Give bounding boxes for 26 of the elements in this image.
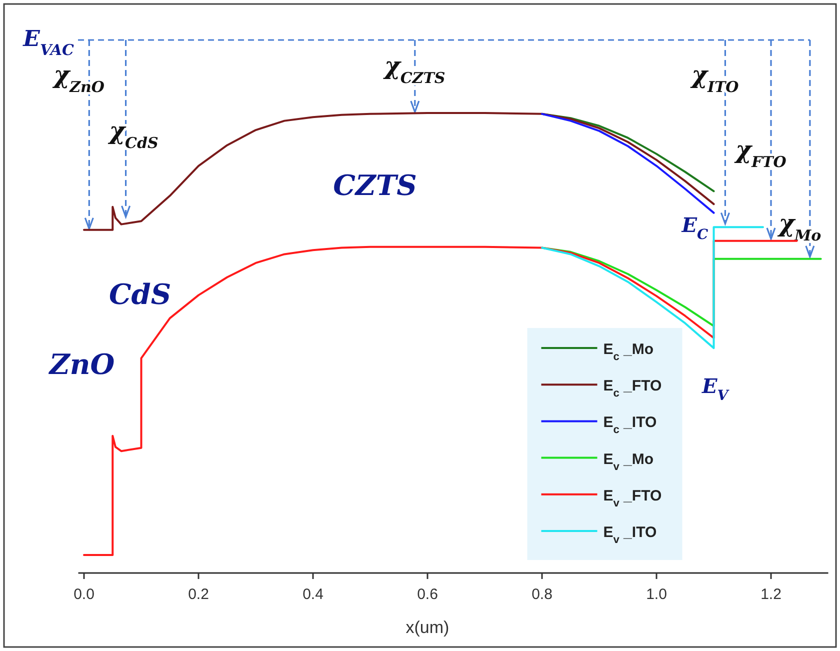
- annotation: χ$_{CdS}$: [107, 116, 158, 152]
- x-tick-label: 0.4: [302, 586, 324, 603]
- x-tick-label: 0.8: [532, 586, 552, 603]
- text: E$_{VAC}$: [22, 26, 74, 59]
- annotation: χ$_{Mo}$: [776, 208, 822, 244]
- x-tick-label: 0.0: [74, 586, 94, 603]
- x-axis-title: x(um): [406, 618, 450, 637]
- legend-label: E$_{c}$ _ITO: [603, 414, 657, 436]
- legend-label: E$_{v}$ _FTO: [603, 487, 662, 510]
- legend-label: E$_{v}$ _Mo: [603, 450, 654, 473]
- annotation: χ$_{CZTS}$: [382, 50, 446, 87]
- annotation: E$_{V}$: [700, 374, 730, 404]
- annotation: CZTS: [333, 169, 417, 202]
- x-tick-label: 1.0: [646, 586, 667, 603]
- annotation: ZnO: [48, 348, 116, 382]
- annotation: χ$_{FTO}$: [734, 134, 786, 171]
- x-tick-label: 1.2: [760, 586, 782, 603]
- annotation: χ$_{ITO}$: [690, 60, 739, 96]
- x-tick-label: 0.6: [417, 586, 438, 603]
- annotation: E$_{C}$: [680, 213, 708, 243]
- annotation: CdS: [108, 278, 172, 312]
- annotation: χ$_{ZnO}$: [52, 60, 105, 96]
- x-tick-label: 0.2: [188, 586, 209, 603]
- legend-label: E$_{v}$ _ITO: [603, 524, 657, 546]
- legend-label: E$_{c}$ _FTO: [603, 378, 662, 400]
- legend-label: E$_{c}$ _Mo: [603, 341, 654, 363]
